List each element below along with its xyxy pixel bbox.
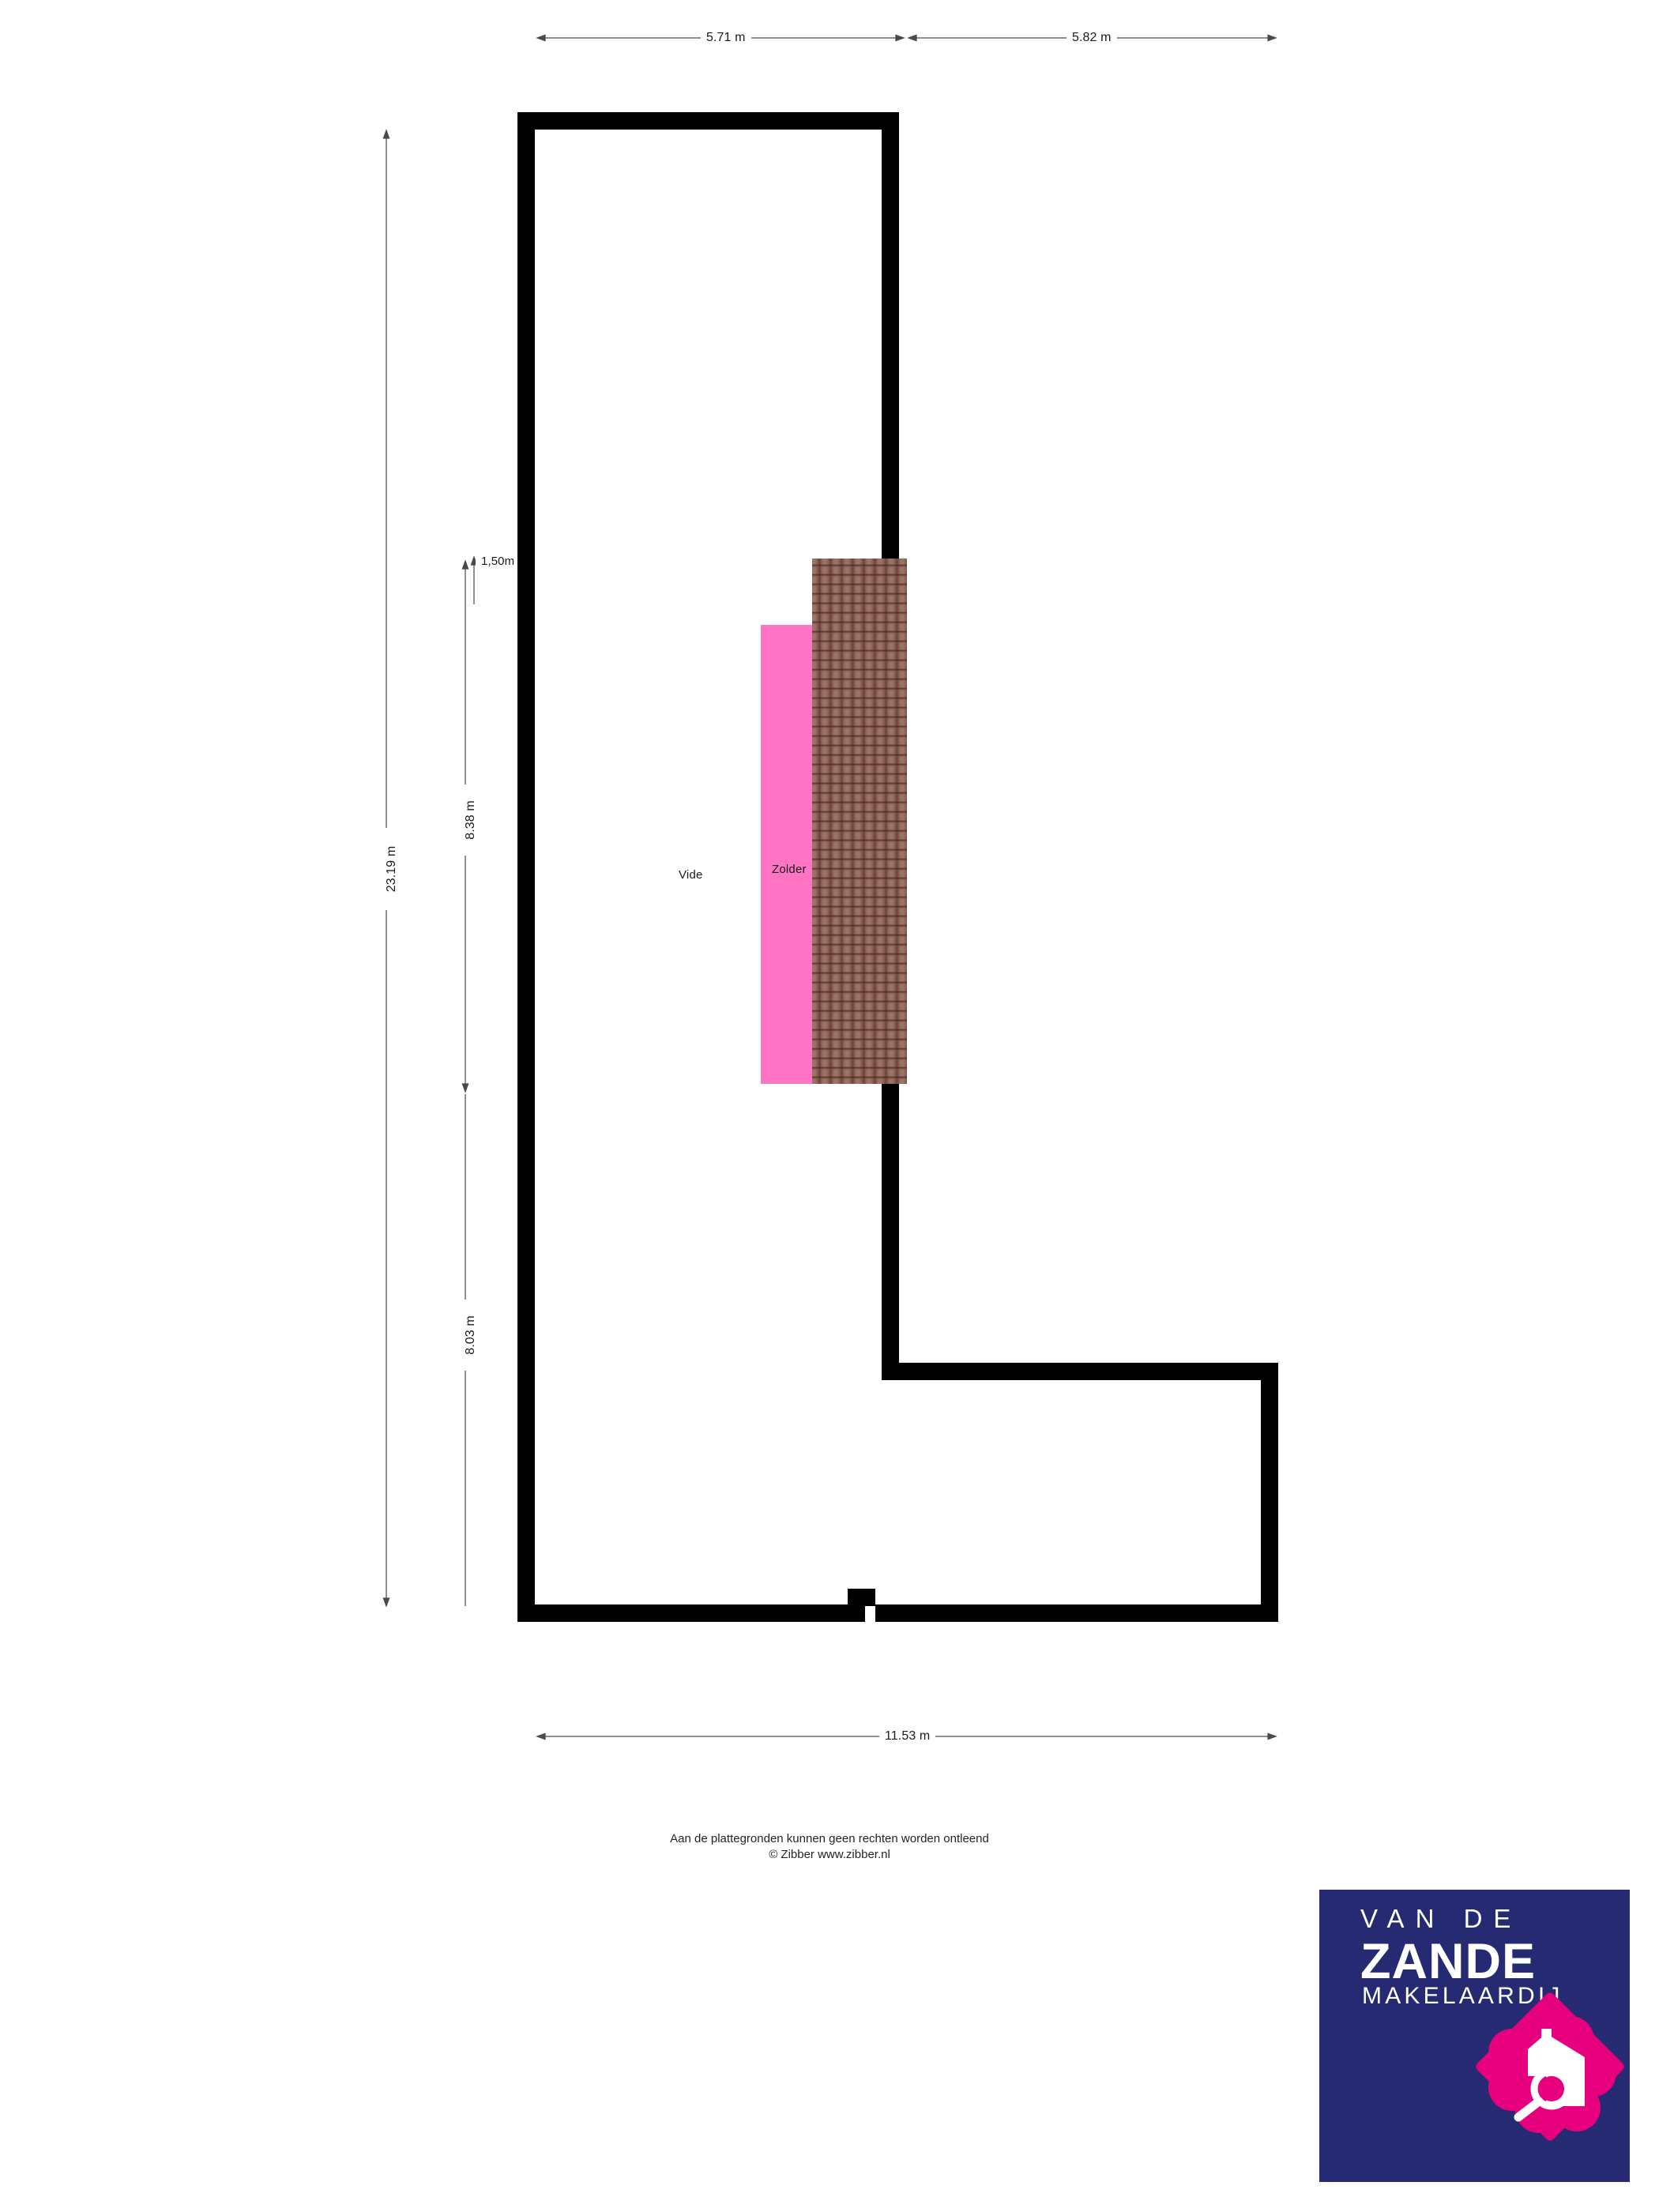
- agency-logo[interactable]: VAN DE ZANDE MAKELAARDIJ: [1319, 1890, 1630, 2182]
- roof-tile-texture: [812, 559, 907, 1084]
- dimension-left-upper-label: 8.38 m: [464, 784, 477, 856]
- dimension-bottom-label: 11.53 m: [879, 1730, 936, 1743]
- dimension-left-outer-label: 23.19 m: [385, 828, 398, 910]
- dimension-top-chain: [536, 32, 1277, 44]
- logo-line-zande: ZANDE: [1360, 1934, 1536, 1989]
- disclaimer: Aan de plattegronden kunnen geen rechten…: [0, 1831, 1659, 1864]
- logo-line-makelaardij: MAKELAARDIJ: [1362, 1983, 1563, 2009]
- dimension-top-right-label: 5.82 m: [1066, 32, 1117, 44]
- disclaimer-line-1: Aan de plattegronden kunnen geen rechten…: [670, 1832, 989, 1845]
- dimension-top-left-label: 5.71 m: [701, 32, 751, 44]
- logo-line-van-de: VAN DE: [1360, 1904, 1522, 1933]
- disclaimer-line-2: © Zibber www.zibber.nl: [769, 1848, 890, 1862]
- room-fill-zolder: [761, 625, 813, 1084]
- dimension-inner-small-label: 1,50m: [476, 555, 521, 567]
- dimension-inner-small: [468, 555, 480, 604]
- dimension-left-lower-label: 8.03 m: [464, 1300, 477, 1371]
- room-label-vide: Vide: [679, 868, 703, 882]
- house-magnifier-icon: [1466, 1991, 1630, 2149]
- room-label-zolder: Zolder: [772, 863, 807, 876]
